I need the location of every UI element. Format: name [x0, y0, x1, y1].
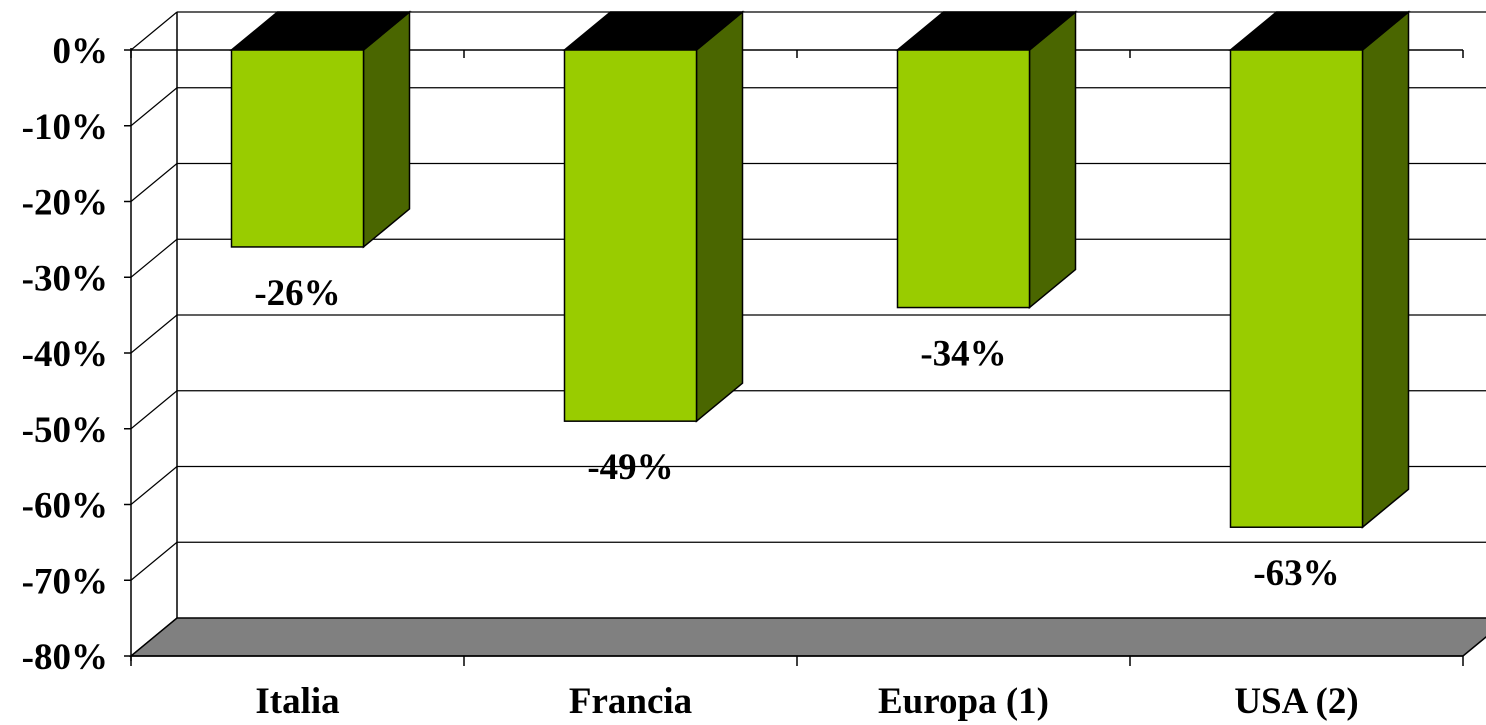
y-tick-label: -30% [22, 258, 108, 299]
bar-side [1028, 10, 1077, 310]
x-tick-label: USA (2) [1234, 681, 1358, 722]
bar [1228, 10, 1411, 529]
y-tick-labels: 0% -10% -20% -30% -40% -50% -60% -70% -80% [22, 31, 108, 678]
bar-front [1229, 49, 1364, 528]
bar [229, 10, 412, 249]
bar-side [1361, 10, 1410, 529]
gridline-side [130, 11, 178, 51]
gridline-side [130, 87, 178, 127]
data-label: -63% [1253, 553, 1339, 594]
gridline-side [130, 541, 178, 581]
bar-front [563, 49, 698, 422]
data-label: -26% [254, 273, 340, 314]
gridline-side [130, 314, 178, 354]
gridline-side [130, 466, 178, 505]
bar [895, 10, 1078, 310]
bar-front [896, 49, 1031, 309]
bars [229, 10, 1411, 529]
gridline-side [130, 163, 178, 202]
y-tick-label: -60% [22, 486, 108, 527]
gridline-side [130, 390, 178, 430]
y-tick-label: -80% [22, 637, 108, 678]
x-tick-label: Francia [569, 681, 692, 722]
bar [562, 10, 745, 423]
bar-side [362, 10, 411, 249]
bar-side [695, 10, 744, 423]
bar-front [230, 49, 365, 248]
y-tick-label: -20% [22, 183, 108, 224]
y-tick-label: -50% [22, 410, 108, 451]
data-label: -49% [587, 447, 673, 488]
x-tick-label: Europa (1) [878, 681, 1049, 722]
data-label: -34% [920, 334, 1006, 375]
x-tick-label: Italia [255, 681, 339, 722]
y-tick-label: 0% [53, 31, 109, 72]
y-tick-label: -40% [22, 334, 108, 375]
chart-floor [128, 617, 1486, 657]
y-tick-label: -70% [22, 561, 108, 602]
data-labels: -26% -49% -34% -63% [254, 273, 1339, 594]
gridline-side [130, 238, 178, 278]
floor-plane [128, 617, 1486, 657]
y-tick-label: -10% [22, 107, 108, 148]
x-tick-labels: Italia Francia Europa (1) USA (2) [255, 681, 1358, 722]
